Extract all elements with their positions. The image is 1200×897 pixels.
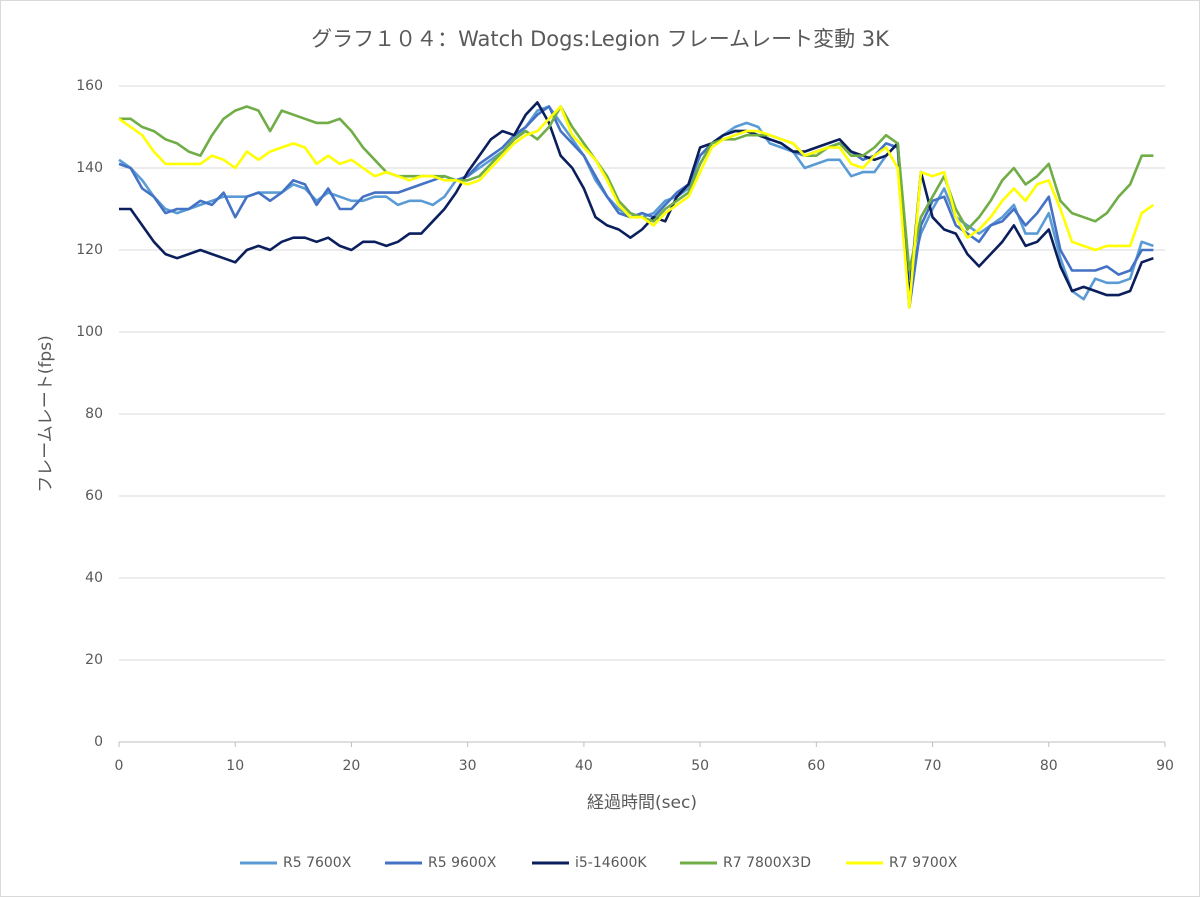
y-tick-label: 160 <box>76 78 103 94</box>
legend-label: R5 7600X <box>283 855 352 871</box>
x-tick-label: 20 <box>343 758 361 774</box>
y-tick-label: 0 <box>94 734 103 750</box>
y-tick-label: 20 <box>85 652 103 668</box>
x-tick-label: 30 <box>459 758 477 774</box>
y-tick-label: 100 <box>76 324 103 340</box>
x-tick-label: 90 <box>1156 758 1174 774</box>
x-tick-label: 70 <box>924 758 942 774</box>
series-line <box>119 101 1154 301</box>
legend-label: R7 7800X3D <box>723 855 811 871</box>
series-line <box>118 105 1155 309</box>
y-tick-label: 60 <box>85 488 103 504</box>
x-tick-label: 50 <box>691 758 709 774</box>
legend-label: R7 9700X <box>889 855 958 871</box>
y-tick-label: 80 <box>85 406 103 422</box>
x-axis-label: 経過時間(sec) <box>587 793 697 813</box>
series-line <box>119 105 1154 272</box>
y-tick-label: 40 <box>85 570 103 586</box>
y-tick-label: 140 <box>76 160 103 176</box>
chart-title: グラフ１０４：Watch Dogs:Legion フレームレート変動 3K <box>311 27 890 51</box>
x-tick-label: 40 <box>575 758 593 774</box>
y-axis-label: フレームレート(fps) <box>36 335 56 492</box>
legend-label: R5 9600X <box>428 855 497 871</box>
x-tick-label: 0 <box>115 758 124 774</box>
x-tick-label: 10 <box>226 758 244 774</box>
y-tick-label: 120 <box>76 242 103 258</box>
x-tick-label: 80 <box>1040 758 1058 774</box>
legend-label: i5-14600K <box>575 855 647 871</box>
x-tick-label: 60 <box>807 758 825 774</box>
